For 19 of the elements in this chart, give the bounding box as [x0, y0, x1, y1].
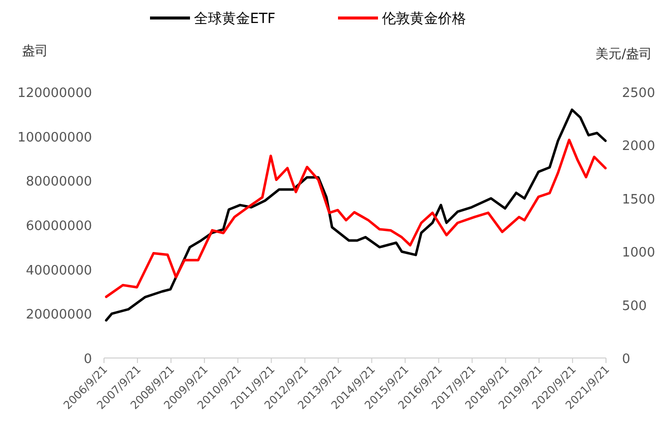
y-tick-label: 40000000 [26, 263, 92, 278]
y2-tick-label: 1500 [622, 192, 656, 208]
y-tick-label: 0 [84, 352, 92, 367]
y-tick-label: 80000000 [26, 174, 92, 190]
y2-tick-label: 2500 [622, 86, 656, 101]
line-series [104, 138, 607, 298]
y-axis-title: 盎司 [22, 44, 48, 59]
line-series [104, 108, 607, 322]
y2-tick-label: 2000 [622, 139, 656, 154]
y-tick-label: 120000000 [18, 86, 92, 101]
y2-tick-label: 1000 [622, 246, 656, 261]
y2-tick-label: 500 [622, 298, 647, 314]
legend-label: 全球黄金ETF [194, 11, 276, 27]
legend-label: 伦敦黄金价格 [382, 11, 466, 27]
y2-axis-title: 美元/盎司 [596, 46, 652, 62]
y-tick-label: 100000000 [18, 130, 92, 146]
y2-tick-label: 0 [622, 352, 630, 367]
y-tick-label: 20000000 [26, 308, 92, 323]
y-tick-label: 60000000 [26, 219, 92, 234]
